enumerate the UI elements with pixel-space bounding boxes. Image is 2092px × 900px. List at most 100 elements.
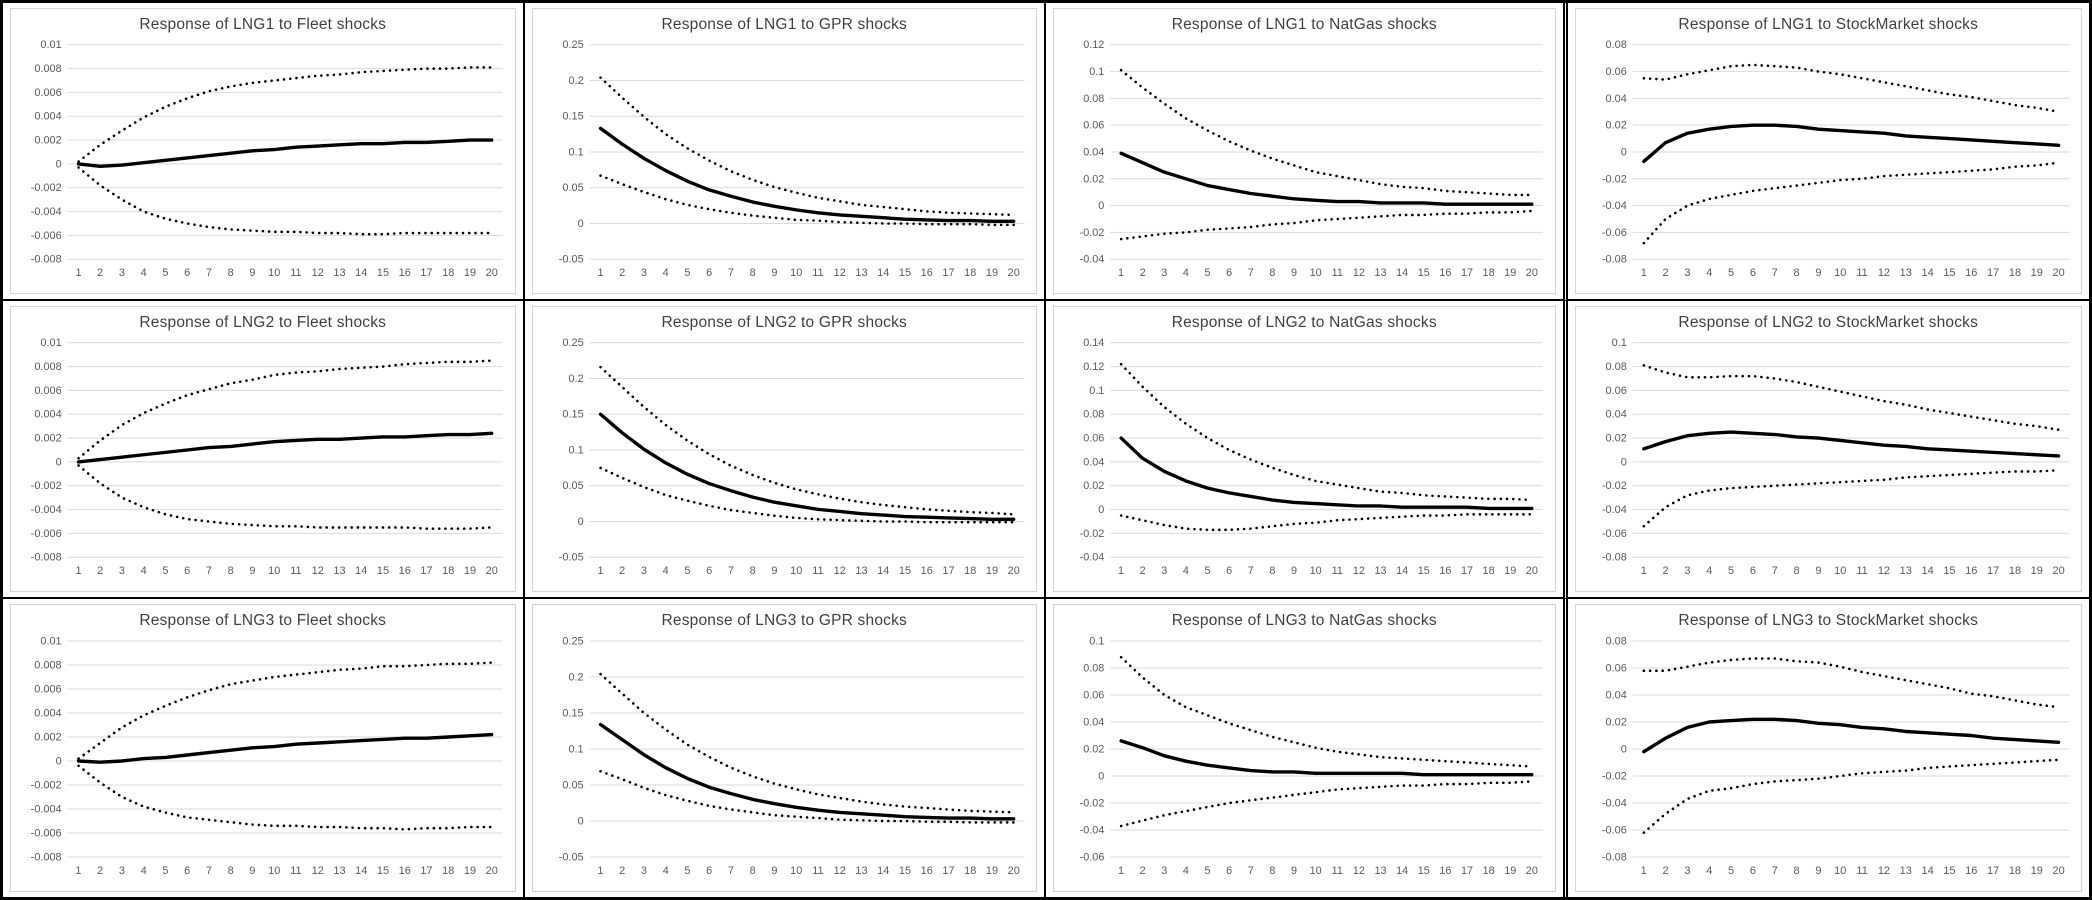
chart-canvas: 0.1 0.08 0.06 0.04 0.02 0 -0.02 -0.04 -0.06 -0.08… — [1601, 337, 2070, 577]
x-axis-tick-label: 15 — [1943, 565, 1955, 577]
x-axis-tick-label: 1 — [597, 565, 603, 577]
x-axis-tick-label: 19 — [1504, 865, 1516, 877]
chart-canvas: 0.10.080.060.040.020-0.02-0.04-0.061 2 3 4 5… — [1080, 635, 1543, 877]
x-axis-tick-label: 15 — [1418, 565, 1430, 577]
x-axis-tick-label: 3 — [119, 865, 125, 877]
y-axis-tick-label: -0.06 — [1601, 227, 1626, 239]
x-axis-tick-label: 11 — [1332, 565, 1343, 577]
y-axis-tick-label: 0.04 — [1605, 93, 1626, 105]
y-axis-tick-label: 0 — [1620, 146, 1626, 158]
y-axis-tick-label: -0.06 — [1601, 824, 1626, 836]
lower-band-line — [598, 466, 1015, 524]
y-axis-tick-label: -0.004 — [31, 206, 62, 218]
x-axis-tick-label: 12 — [312, 865, 324, 877]
x-axis-tick-label: 9 — [249, 267, 255, 279]
x-axis-tick-label: 6 — [1226, 267, 1232, 279]
x-axis-tick-label: 1 — [75, 267, 81, 279]
x-axis-tick-label: 20 — [486, 267, 498, 279]
x-axis-tick-label: 16 — [920, 565, 932, 577]
chart-cell-lng2-gpr: Response of LNG2 to GPR shocks 0.25 0.2 0.… — [524, 301, 1046, 599]
x-axis-tick-label: 19 — [464, 565, 476, 577]
x-axis-tick-label: 3 — [119, 565, 125, 577]
y-axis-tick-label: -0.002 — [31, 480, 62, 492]
x-axis-tick-label: 13 — [1374, 565, 1386, 577]
chart-canvas: 0.250.20.150.10.050-0.051 2 3 4 5 6 7 8 9 10 11 12 1… — [558, 337, 1025, 577]
x-axis-tick-label: 8 — [749, 565, 755, 577]
x-axis-tick-label: 19 — [464, 267, 476, 279]
y-axis-tick-label: -0.08 — [1601, 552, 1626, 564]
x-axis-tick-label: 17 — [420, 565, 432, 577]
x-axis-tick-label: 1 — [1118, 267, 1124, 279]
x-axis-tick-label: 5 — [684, 267, 690, 279]
x-axis-tick-label: 18 — [1483, 865, 1495, 877]
x-axis-tick-label: 5 — [1728, 865, 1734, 877]
x-axis-tick-label: 5 — [1728, 565, 1734, 577]
y-axis-tick-label: -0.02 — [1601, 173, 1626, 185]
x-axis-tick-label: 4 — [141, 865, 147, 877]
x-axis-tick-label: 19 — [464, 865, 476, 877]
x-axis-tick-label: 2 — [1662, 565, 1668, 577]
x-axis-tick-label: 11 — [812, 865, 823, 877]
chart-panel: Response of LNG3 to GPR shocks 0.25 0.2 0.… — [531, 604, 1037, 892]
x-axis-tick-label: 2 — [97, 267, 103, 279]
y-axis-tick-label: -0.02 — [1601, 770, 1626, 782]
y-axis-tick-label: -0.008 — [31, 552, 62, 564]
y-axis-tick-label: -0.006 — [31, 230, 62, 242]
chart-panel: Response of LNG2 to NatGas shocks 0.14 0.… — [1053, 306, 1556, 592]
response-line — [1641, 123, 2060, 164]
x-axis-tick-label: 8 — [228, 865, 234, 877]
chart-panel: Response of LNG1 to StockMarket shocks 0… — [1574, 8, 2082, 294]
x-axis-tick-label: 14 — [1396, 865, 1408, 877]
x-axis-tick-label: 13 — [1374, 865, 1386, 877]
upper-band-line — [598, 365, 1015, 516]
x-axis-tick-label: 14 — [877, 865, 889, 877]
x-axis-tick-label: 1 — [597, 865, 603, 877]
x-axis-tick-label: 18 — [964, 865, 976, 877]
y-axis-tick-label: 0 — [577, 516, 583, 528]
lower-band-line — [1119, 513, 1534, 532]
y-axis-tick-label: 0 — [577, 815, 583, 827]
x-axis-tick-label: 6 — [706, 267, 712, 279]
chart-canvas: 0.080.060.040.020-0.02-0.04-0.06-0.081 2 3… — [1601, 635, 2070, 877]
x-axis-tick-label: 16 — [1965, 865, 1977, 877]
x-axis-tick-label: 17 — [942, 865, 954, 877]
x-axis-tick-label: 4 — [1183, 565, 1189, 577]
x-axis-tick-label: 7 — [1248, 565, 1254, 577]
x-axis-tick-label: 5 — [162, 267, 168, 279]
x-axis-tick-label: 14 — [355, 565, 367, 577]
y-axis-tick-label: -0.04 — [1080, 552, 1105, 564]
chart-cell-lng3-natgas: Response of LNG3 to NatGas shocks 0.1 0.0… — [1046, 599, 1568, 897]
y-axis-tick-label: 0 — [56, 755, 62, 767]
x-axis-tick-label: 16 — [1439, 565, 1451, 577]
chart-canvas: 0.250.20.150.10.050-0.051 2 3 4 5 6 7 8 9 10 11 12 1… — [558, 39, 1025, 279]
x-axis-tick-label: 6 — [1749, 565, 1755, 577]
x-axis-tick-label: 11 — [1856, 565, 1867, 577]
x-axis-tick-label: 11 — [290, 267, 301, 279]
x-axis-tick-label: 4 — [1706, 267, 1712, 279]
x-axis-tick-label: 3 — [119, 267, 125, 279]
y-axis-tick-label: 0.1 — [1611, 337, 1626, 349]
x-axis-tick-label: 8 — [1793, 267, 1799, 279]
lower-band-line — [77, 464, 493, 530]
x-axis-tick-label: 3 — [1684, 267, 1690, 279]
y-axis-tick-label: 0.06 — [1605, 662, 1626, 674]
x-axis-tick-label: 2 — [1140, 865, 1146, 877]
x-axis-tick-label: 19 — [1504, 565, 1516, 577]
x-axis-tick-label: 11 — [1856, 267, 1867, 279]
y-axis-tick-label: 0.08 — [1605, 39, 1626, 51]
y-axis-tick-label: -0.008 — [31, 851, 62, 863]
chart-cell-lng3-gpr: Response of LNG3 to GPR shocks 0.25 0.2 0.… — [524, 599, 1046, 897]
x-axis-tick-label: 5 — [1205, 565, 1211, 577]
y-axis-tick-label: 0.04 — [1605, 689, 1626, 701]
x-axis-tick-label: 7 — [206, 865, 212, 877]
x-axis-tick-label: 13 — [1899, 267, 1911, 279]
x-axis-tick-label: 6 — [184, 267, 190, 279]
chart-panel: Response of LNG3 to Fleet shocks 0.01 0.0… — [10, 604, 516, 892]
x-axis-tick-label: 1 — [75, 565, 81, 577]
x-axis-tick-label: 4 — [662, 565, 668, 577]
y-axis-tick-label: 0.05 — [562, 480, 583, 492]
x-axis-tick-label: 6 — [706, 565, 712, 577]
y-axis-tick-label: 0.1 — [1089, 635, 1104, 647]
y-axis-tick-label: 0.002 — [34, 433, 61, 445]
x-axis-tick-label: 13 — [333, 267, 345, 279]
